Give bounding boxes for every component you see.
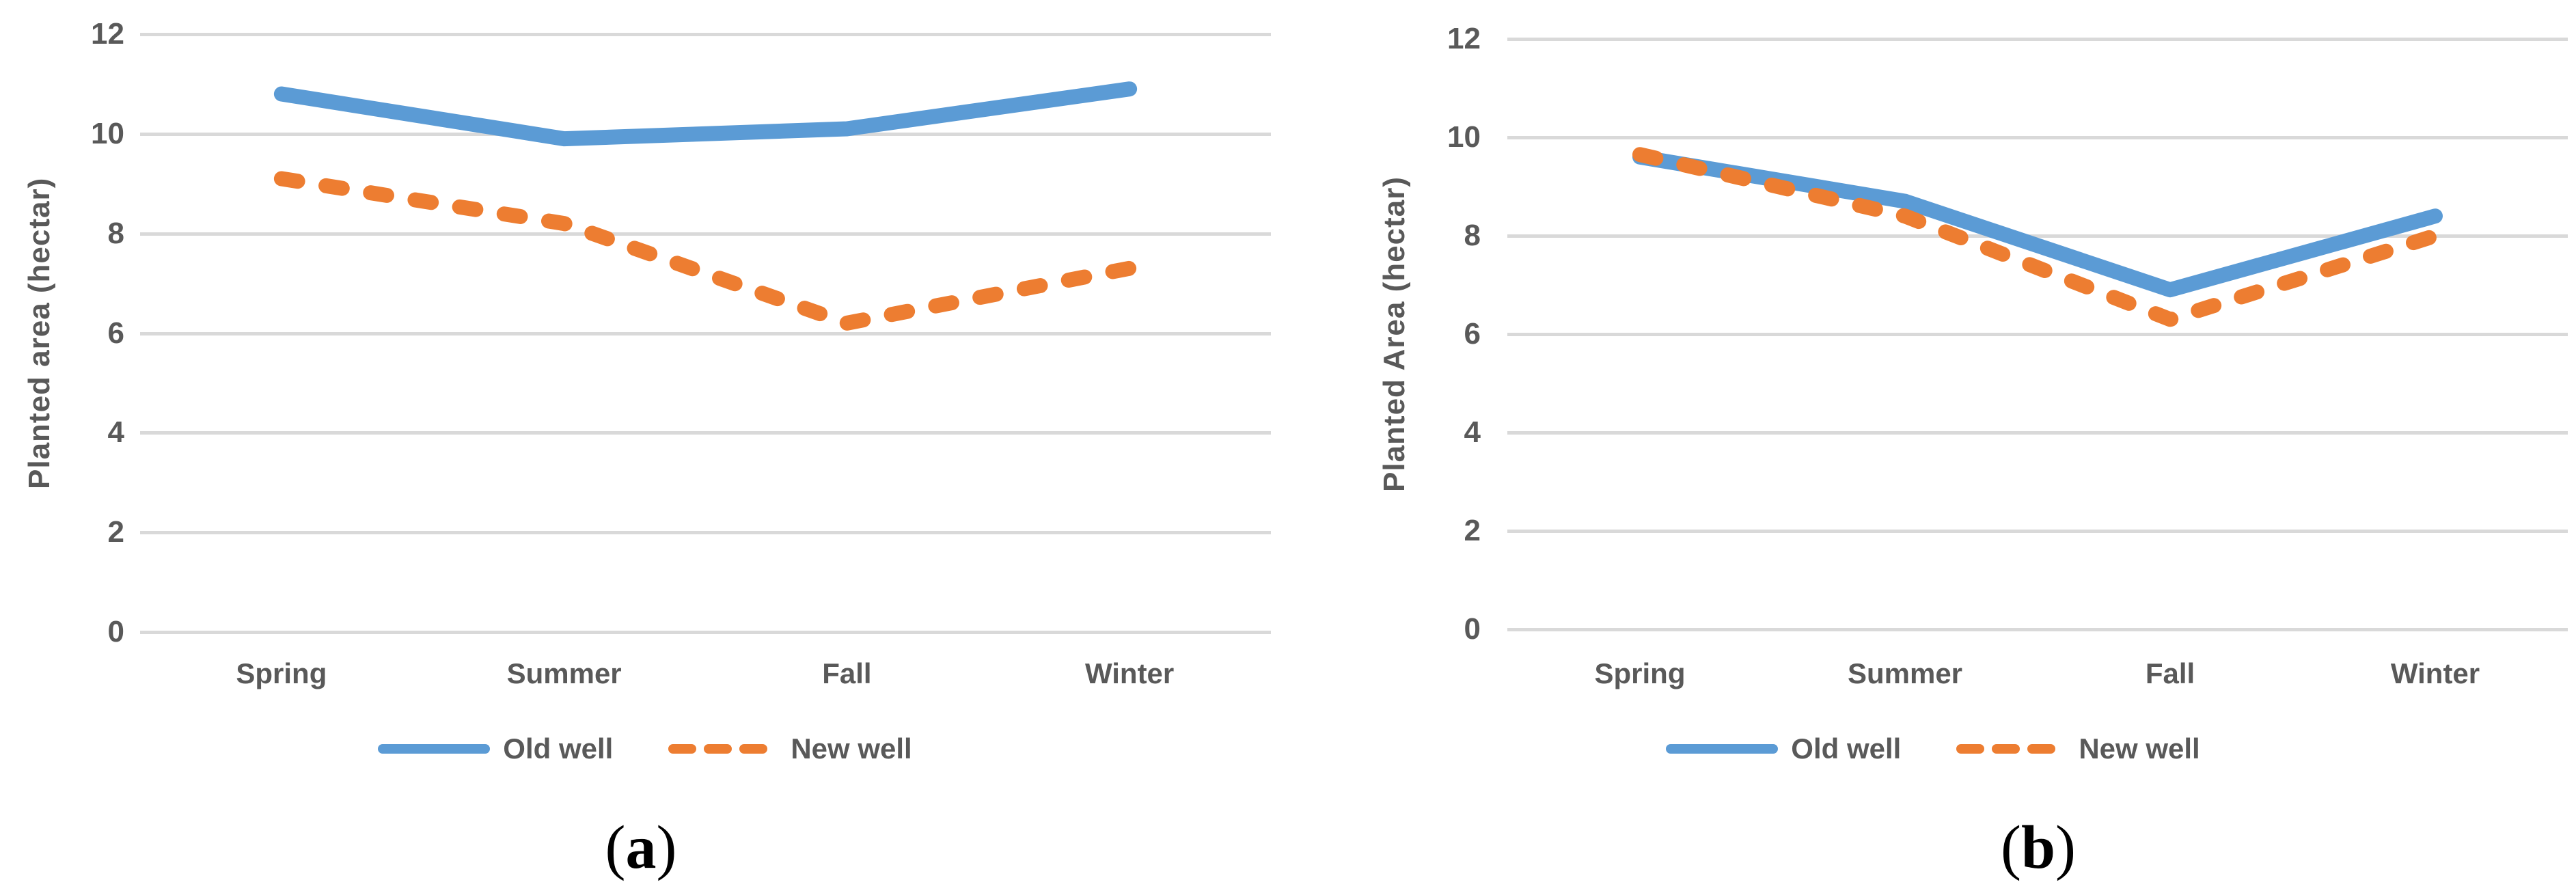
x-category-label-spring: Spring	[236, 657, 327, 689]
x-category-label-winter: Winter	[2390, 657, 2480, 689]
gridline-y-2	[140, 531, 1271, 535]
y-tick-label: 8	[107, 216, 124, 250]
x-category-label-spring: Spring	[1594, 657, 1686, 689]
y-tick-label: 6	[107, 316, 124, 350]
old-well-solid-line-swatch	[1666, 744, 1779, 754]
y-tick-label: 12	[91, 17, 124, 51]
legend-item-old-well: Old well	[376, 732, 613, 765]
old-well-solid-line-swatch	[378, 744, 491, 754]
legend-label-new-well: New well	[791, 732, 912, 765]
panel-caption-b: (b)	[1820, 810, 2257, 886]
series-lines-canvas	[273, 81, 1138, 331]
gridline-y-12	[140, 33, 1271, 36]
y-tick-label: 10	[91, 116, 124, 150]
x-category-label-fall: Fall	[2145, 657, 2195, 689]
x-category-label-winter: Winter	[1084, 657, 1175, 689]
new-well-dashed-line-swatch	[668, 744, 777, 754]
legend-label-old-well: Old well	[1791, 732, 1902, 765]
gridline-y-10	[1507, 136, 2568, 139]
y-tick-label: 10	[1447, 120, 1481, 154]
gridline-y-12	[1507, 38, 2568, 41]
caption-close-paren: )	[2055, 814, 2077, 881]
gridline-y-0	[1507, 628, 2568, 631]
y-tick-label: 0	[1464, 612, 1481, 646]
caption-letter: b	[2020, 814, 2056, 881]
caption-open-paren: (	[2000, 814, 2021, 881]
gridline-y-8	[140, 232, 1271, 236]
series-lines-canvas	[1632, 147, 2443, 327]
gridline-y-4	[140, 431, 1271, 435]
chart-panel-a: Planted area (hectar) 12 10 8 6 4 2 0 Spring Sum…	[0, 17, 1288, 886]
legend-item-new-well: New well	[663, 732, 912, 765]
gridline-y-8	[1507, 234, 2568, 238]
y-tick-label: 2	[107, 515, 124, 549]
caption-letter: a	[625, 814, 657, 881]
y-tick-label: 6	[1464, 317, 1481, 351]
series-line-new-well	[1632, 147, 2443, 327]
panel-caption-a: (a)	[422, 810, 860, 886]
gridline-y-2	[1507, 530, 2568, 533]
y-tick-label: 4	[107, 415, 124, 450]
y-tick-label: 4	[1464, 415, 1481, 449]
y-tick-label: 0	[107, 615, 124, 648]
legend-b: Old well New well	[1288, 719, 2576, 779]
y-tick-label: 12	[1447, 22, 1481, 55]
series-line-old-well	[273, 81, 1138, 147]
x-category-label-fall: Fall	[822, 657, 872, 689]
gridline-y-6	[140, 331, 1271, 335]
legend-a: Old well New well	[0, 719, 1288, 779]
caption-close-paren: )	[656, 814, 677, 881]
new-well-dashed-line-swatch	[1956, 744, 2065, 754]
x-category-label-summer: Summer	[506, 657, 622, 689]
legend-item-old-well: Old well	[1664, 732, 1901, 765]
x-category-label-summer: Summer	[1847, 657, 1963, 689]
gridline-y-6	[1507, 333, 2568, 336]
series-line-new-well	[273, 171, 1138, 331]
caption-open-paren: (	[605, 814, 626, 881]
y-tick-label: 8	[1464, 219, 1481, 252]
legend-label-old-well: Old well	[503, 732, 614, 765]
gridline-y-4	[1507, 431, 2568, 435]
gridline-y-0	[140, 631, 1271, 634]
y-tick-label: 2	[1464, 514, 1481, 547]
legend-label-new-well: New well	[2079, 732, 2200, 765]
chart-panel-b: Planted Area (hectar) 12 10 8 6 4 2 0 Spring Sum…	[1288, 0, 2576, 891]
legend-item-new-well: New well	[1951, 732, 2200, 765]
